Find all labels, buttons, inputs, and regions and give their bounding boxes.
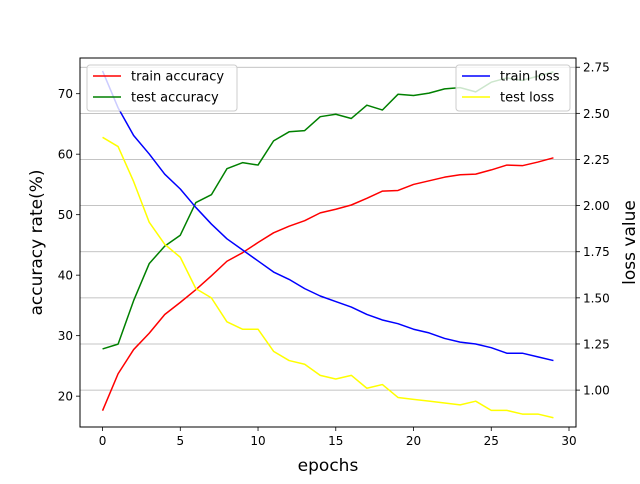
legend-label-test-accuracy: test accuracy <box>131 91 219 106</box>
legend-label-test-loss: test loss <box>500 91 554 106</box>
x-tick-label: 0 <box>99 434 107 448</box>
x-tick-label: 5 <box>176 434 184 448</box>
axes: 0 5 10 15 20 25 30 20 30 40 50 60 70 1.00 1.25 1.50 1.75… <box>58 61 610 448</box>
x-tick-label: 30 <box>561 434 576 448</box>
legend-label-train-loss: train loss <box>500 70 560 85</box>
series-line-test-loss <box>102 136 554 419</box>
y-axis-right-label: loss value <box>620 200 640 285</box>
series-line-train-accuracy <box>101 157 554 411</box>
y-right-tick-label: 2.00 <box>583 199 610 213</box>
plot-frame <box>79 57 577 428</box>
y-right-tick-label: 1.00 <box>583 384 610 398</box>
y-right-tick-label: 2.25 <box>583 153 610 167</box>
y-left-tick-label: 30 <box>58 329 73 343</box>
y-left-tick-label: 50 <box>58 208 73 222</box>
legend-left: train accuracy test accuracy <box>86 64 238 112</box>
x-tick-label: 15 <box>328 434 343 448</box>
y-left-tick-label: 20 <box>58 390 73 404</box>
series-line-train-loss <box>101 70 554 362</box>
x-tick-label: 25 <box>484 434 499 448</box>
y-left-tick-label: 40 <box>58 269 73 283</box>
y-right-tick-label: 2.50 <box>583 107 610 121</box>
legend-label-train-accuracy: train accuracy <box>131 70 224 85</box>
y-right-tick-label: 1.75 <box>583 245 610 259</box>
y-right-tick-label: 1.25 <box>583 337 610 351</box>
x-tick-label: 20 <box>406 434 421 448</box>
y-right-tick-label: 1.50 <box>583 291 610 305</box>
y-left-tick-label: 60 <box>58 148 73 162</box>
y-right-tick-label: 2.75 <box>583 61 610 75</box>
legend-right: train loss test loss <box>455 64 571 112</box>
y-left-tick-label: 70 <box>58 87 73 101</box>
y-axis-left-label: accuracy rate(%) <box>27 169 47 315</box>
x-axis-label: epochs <box>298 456 359 476</box>
x-tick-label: 10 <box>250 434 265 448</box>
